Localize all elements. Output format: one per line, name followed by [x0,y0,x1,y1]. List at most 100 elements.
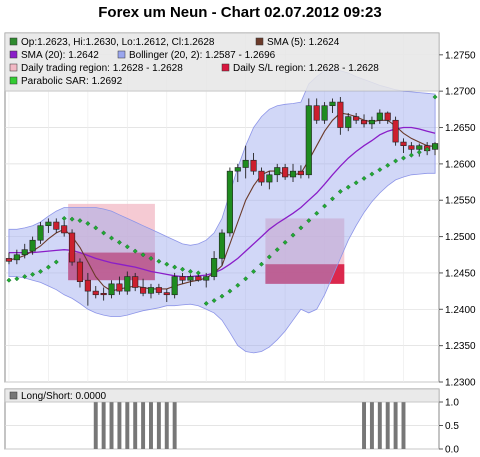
sub-legend-label: Long/Short: 0.0000 [21,391,107,402]
candle-body [250,159,257,172]
psar-point [393,158,399,164]
main-y-axis: 1.2750 1.2700 1.2650 1.2600 1.2550 1.2500 1.24… [439,50,476,389]
candle-body [392,119,399,143]
long-short-bar [164,402,169,449]
psar-point [424,146,430,152]
candle-body [305,105,312,176]
candle-body [353,116,360,121]
candle-body [321,105,328,121]
psar-point [109,235,115,241]
long-short-bar [141,402,146,449]
psar-point [6,277,12,283]
candle-body [282,167,289,178]
candle-body [416,145,423,150]
long-short-bar [149,402,153,449]
sub-legend-swatch [9,391,18,400]
psar-point [172,264,178,270]
legend-swatch [9,50,18,59]
legend-label: SMA (20): 1.2642 [21,50,99,61]
candle-body [124,276,131,292]
candle-body [400,141,407,146]
candle-body [274,167,281,176]
psar-point [274,247,280,253]
psar-point [353,180,359,186]
candle-body [234,167,241,172]
psar-point [22,274,28,280]
candle-body [431,143,439,150]
psar-point [306,218,312,224]
long-short-bar [393,402,398,449]
candle-body [203,276,210,281]
y-tick-label: 1.2500 [445,232,476,243]
psar-point [164,261,170,267]
candle-body [108,283,115,296]
candle-body [76,261,84,282]
legend-swatch [117,50,126,59]
long-short-bar [385,402,390,449]
psar-point [156,258,162,264]
legend-swatch [9,37,18,46]
y-tick-label: 1.2600 [445,159,476,170]
candle-body [171,276,178,296]
candle-body [5,258,13,262]
candle-body [13,254,20,261]
y-tick-label: 1.2400 [445,305,476,316]
psar-point [329,196,335,202]
long-short-bar [125,402,130,449]
psar-point [211,298,217,304]
long-short-bar [377,402,382,449]
psar-point [116,239,122,245]
y-tick-label: 1.2300 [445,378,476,389]
candle-body [53,221,60,230]
candle-body [155,287,162,293]
bollinger-band [8,68,436,354]
sma20-line [8,126,436,278]
long-short-bar [172,402,177,449]
candle-body [360,119,368,125]
legend-swatch [9,63,18,72]
psar-point [180,266,186,272]
psar-point [85,221,91,226]
candle-body [211,258,218,277]
psar-point [140,252,146,258]
candle-body [84,279,91,292]
candles-layer [5,96,439,306]
legend-swatch [221,63,230,72]
psar-point [345,184,351,190]
psar-point [377,167,383,173]
chart-title: Forex um Neun - Chart 02.07.2012 09:23 [98,4,382,21]
legend-label: Parabolic SAR: 1.2692 [21,76,123,87]
candle-body [345,116,352,128]
legend-label: Bollinger (20, 2): 1.2587 - 1.2696 [129,50,276,61]
psar-point [30,271,36,277]
sub-y-tick-label: 0.0 [445,445,459,456]
candle-body [92,290,99,296]
psar-point [227,288,233,294]
sl-region [265,264,345,284]
y-tick-label: 1.2750 [445,50,476,61]
candle-body [218,232,226,259]
psar-point [53,259,59,265]
psar-point [243,276,249,282]
legend: Op:1.2623, Hi:1.2630, Lo:1.2612, Cl:1.26… [9,37,379,87]
psar-point [432,94,438,100]
long-short-bar [369,402,374,449]
candle-body [45,221,52,226]
candle-body [116,283,123,292]
candle-body [61,225,68,234]
long-short-bar [93,402,98,449]
psar-point [337,189,343,194]
psar-point [235,282,241,288]
candle-body [313,105,320,121]
candle-body [187,276,194,281]
candle-body [242,159,249,168]
candle-body [384,112,391,121]
legend-label: Op:1.2623, Hi:1.2630, Lo:1.2612, Cl:1.26… [21,37,215,48]
legend-label: SMA (5): 1.2624 [267,37,340,48]
psar-point [132,248,138,254]
long-short-bar [362,402,367,449]
candle-body [21,249,28,256]
psar-point [322,203,328,209]
long-short-bar [101,402,106,449]
psar-point [38,269,43,274]
